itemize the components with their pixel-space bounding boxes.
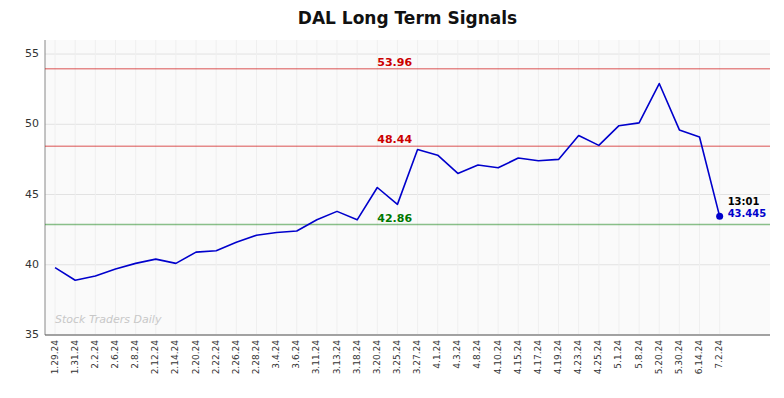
grid: [45, 40, 770, 335]
x-axis-line: [45, 335, 770, 336]
x-tick-label: 2.28.24: [251, 340, 261, 375]
grid-line-x: [397, 40, 398, 335]
grid-line-x: [417, 40, 418, 335]
grid-line-x: [719, 40, 720, 335]
x-tick-label: 2.2.24: [90, 340, 100, 369]
x-tick-label: 2.20.24: [191, 340, 201, 375]
last-point: [716, 213, 723, 220]
price-line: [55, 84, 720, 281]
grid-line-x: [216, 40, 217, 335]
grid-line-x: [115, 40, 116, 335]
y-tick-label: 35: [25, 328, 39, 341]
grid-line-y: [45, 264, 770, 265]
plot-marks: [45, 69, 770, 281]
grid-line-x: [155, 40, 156, 335]
grid-line-y: [45, 194, 770, 195]
x-tick-label: 2.22.24: [211, 340, 221, 375]
x-tick-label: 4.23.24: [573, 340, 583, 375]
x-tick-label: 4.25.24: [593, 340, 603, 375]
x-tick-label: 3.4.24: [271, 340, 281, 369]
grid-line-x: [256, 40, 257, 335]
grid-line-x: [316, 40, 317, 335]
x-tick-label: 4.1.24: [432, 340, 442, 369]
grid-line-x: [196, 40, 197, 335]
x-tick-label: 2.6.24: [110, 340, 120, 369]
grid-line-x: [578, 40, 579, 335]
grid-line-x: [518, 40, 519, 335]
x-tick-label: 4.8.24: [472, 340, 482, 369]
x-tick-label: 4.17.24: [533, 340, 543, 375]
x-tick-label: 4.19.24: [553, 340, 563, 375]
y-tick-label: 50: [25, 117, 39, 130]
x-tick-label: 3.20.24: [372, 340, 382, 375]
x-tick-label: 3.13.24: [332, 340, 342, 375]
grid-line-y: [45, 54, 770, 55]
grid-line-y: [45, 124, 770, 125]
grid-line-x: [538, 40, 539, 335]
x-tick-label: 1.31.24: [70, 340, 80, 375]
x-tick-label: 2.14.24: [170, 340, 180, 375]
x-tick-label: 5.1.24: [613, 340, 623, 369]
grid-line-x: [337, 40, 338, 335]
grid-line-x: [55, 40, 56, 335]
last-value-label: 43.445: [728, 208, 767, 219]
signal-label: 48.44: [377, 133, 412, 146]
grid-line-x: [639, 40, 640, 335]
grid-line-x: [175, 40, 176, 335]
grid-line-x: [296, 40, 297, 335]
x-tick-label: 4.10.24: [493, 340, 503, 375]
x-tick-label: 5.20.24: [654, 340, 664, 375]
grid-line-x: [558, 40, 559, 335]
x-tick-label: 5.30.24: [674, 340, 684, 375]
x-tick-label: 2.26.24: [231, 340, 241, 375]
grid-line-x: [135, 40, 136, 335]
x-tick-label: 3.18.24: [352, 340, 362, 375]
x-tick-label: 6.14.24: [694, 340, 704, 375]
x-tick-label: 4.15.24: [513, 340, 523, 375]
x-tick-label: 3.27.24: [412, 340, 422, 375]
grid-line-x: [598, 40, 599, 335]
x-tick-label: 3.6.24: [291, 340, 301, 369]
x-tick-label: 1.29.24: [50, 340, 60, 375]
grid-line-x: [618, 40, 619, 335]
chart: 35 40 45 50 55 1.29.24 1.31.24 2.2.24 2.6.24 2.8.…: [0, 0, 784, 398]
y-tick-label: 55: [25, 47, 39, 60]
title: DAL Long Term Signals: [298, 8, 517, 28]
x-tick-label: 3.25.24: [392, 340, 402, 375]
watermark: Stock Traders Daily: [55, 313, 162, 326]
grid-line-x: [95, 40, 96, 335]
grid-line-x: [699, 40, 700, 335]
grid-line-x: [477, 40, 478, 335]
grid-line-y: [45, 335, 770, 336]
grid-line-x: [276, 40, 277, 335]
grid-line-x: [357, 40, 358, 335]
x-tick-label: 5.8.24: [634, 340, 644, 369]
grid-line-x: [679, 40, 680, 335]
x-tick-label: 3.11.24: [311, 340, 321, 375]
signal-label: 53.96: [377, 56, 412, 69]
y-tick-label: 45: [25, 188, 39, 201]
x-tick-label: 2.12.24: [150, 340, 160, 375]
grid-line-x: [437, 40, 438, 335]
plot-area: [45, 40, 770, 335]
signal-label: 42.86: [377, 212, 412, 225]
grid-line-x: [236, 40, 237, 335]
grid-line-x: [75, 40, 76, 335]
x-tick-label: 2.8.24: [130, 340, 140, 369]
x-tick-label: 4.3.24: [452, 340, 462, 369]
y-tick-label: 40: [25, 258, 39, 271]
y-axis-line: [45, 40, 46, 335]
grid-line-x: [457, 40, 458, 335]
x-tick-label: 7.2.24: [714, 340, 724, 369]
last-time-label: 13:01: [728, 196, 760, 207]
grid-line-x: [498, 40, 499, 335]
